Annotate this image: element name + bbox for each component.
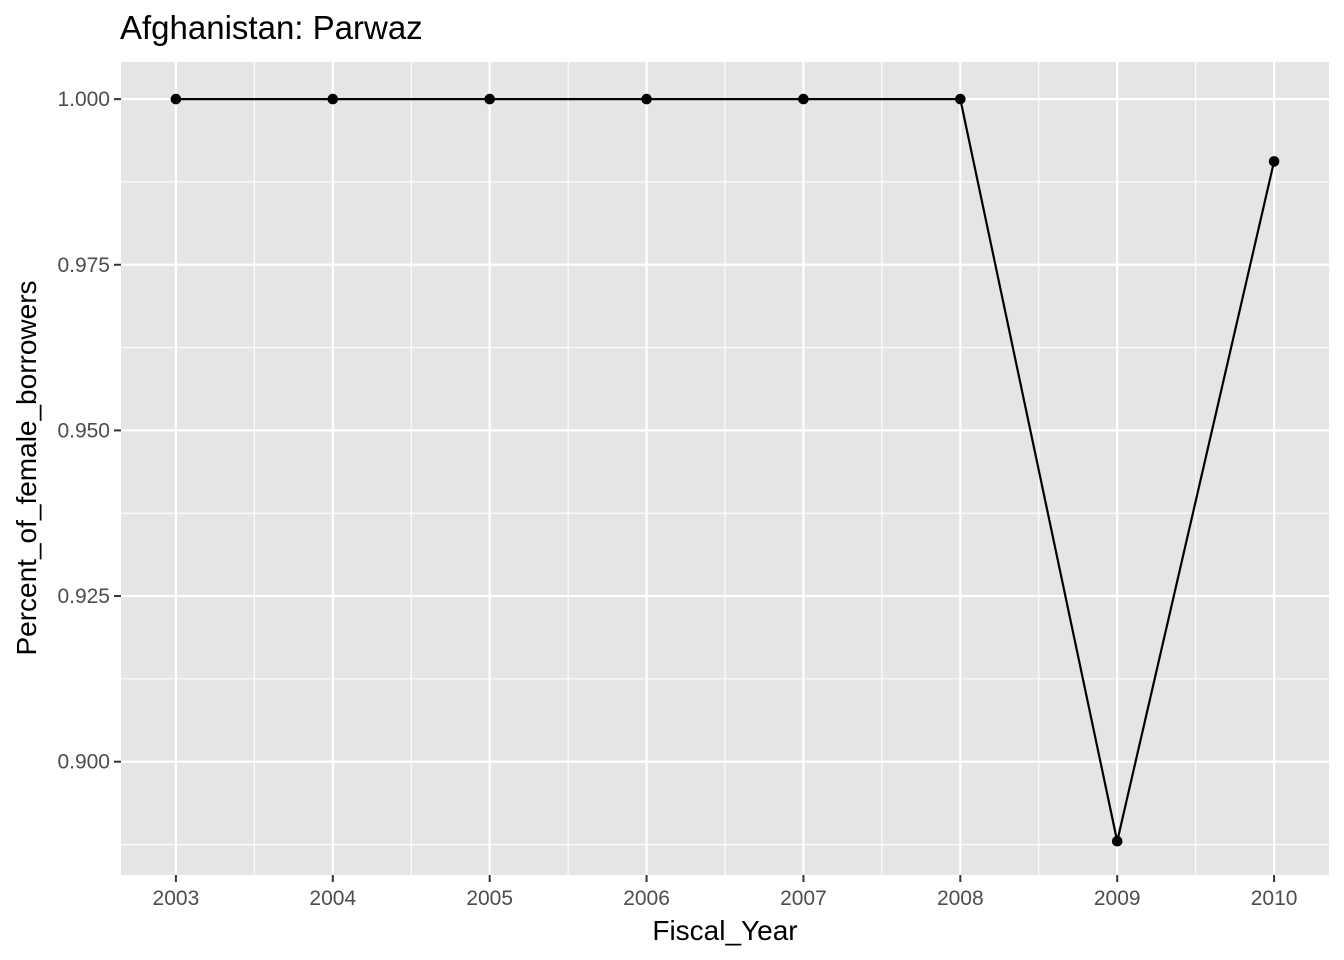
data-point xyxy=(641,93,652,105)
y-tick-label: 1.000 xyxy=(57,88,110,111)
y-axis: 0.900 0.925 0.950 0.975 1.000 xyxy=(57,88,121,774)
x-tick-label: 2007 xyxy=(780,887,827,910)
series xyxy=(170,93,1280,847)
x-tick-label: 2003 xyxy=(153,887,200,910)
y-tick-label: 0.975 xyxy=(57,254,110,277)
data-point xyxy=(955,93,966,105)
data-point xyxy=(170,93,182,105)
data-point xyxy=(798,93,809,105)
x-axis: 2003 2004 2005 2006 2007 2008 2009 2010 xyxy=(153,875,1298,910)
y-axis-title: Percent_of_female_borrowers xyxy=(11,280,42,655)
x-tick-label: 2004 xyxy=(309,887,356,910)
y-tick-label: 0.925 xyxy=(57,585,110,608)
data-point xyxy=(484,93,495,105)
x-axis-title: Fiscal_Year xyxy=(652,915,797,946)
chart-title: Afghanistan: Parwaz xyxy=(120,9,423,46)
data-point xyxy=(327,93,339,105)
data-point xyxy=(1111,835,1123,847)
series-line xyxy=(175,98,1276,843)
major-gridlines xyxy=(121,62,1329,875)
x-tick-label: 2009 xyxy=(1094,887,1141,910)
x-tick-label: 2005 xyxy=(466,887,513,910)
minor-gridlines xyxy=(121,62,1329,875)
x-tick-label: 2010 xyxy=(1251,887,1298,910)
y-tick-label: 0.900 xyxy=(57,751,110,774)
y-tick-label: 0.950 xyxy=(57,419,110,442)
data-point xyxy=(1268,156,1280,167)
x-tick-label: 2006 xyxy=(623,887,670,910)
x-tick-label: 2008 xyxy=(937,887,984,910)
